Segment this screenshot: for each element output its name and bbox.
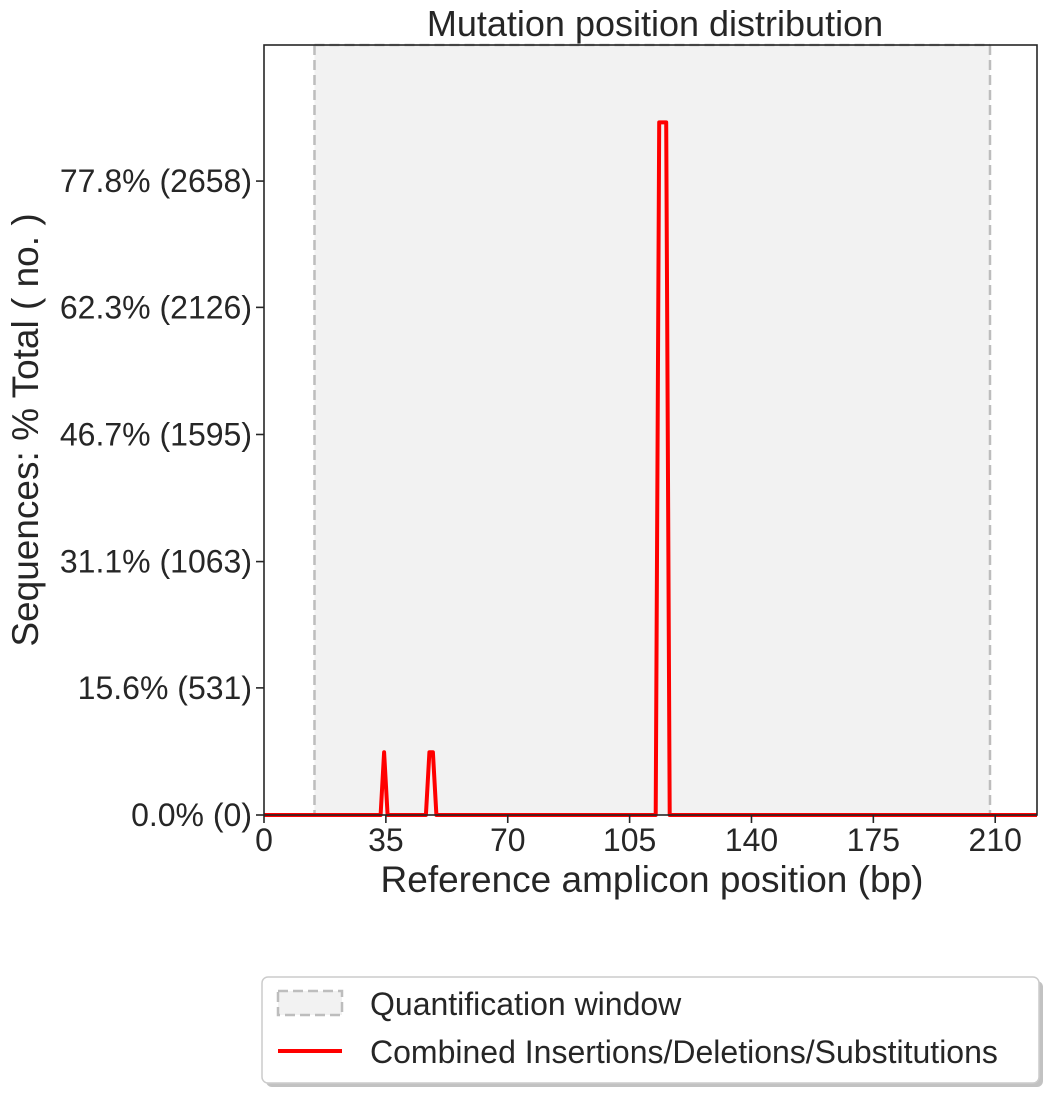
x-axis-label: Reference amplicon position (bp) (381, 859, 924, 900)
plot-frame (263, 44, 1038, 816)
x-tick-label: 210 (969, 822, 1022, 858)
y-tick-label: 31.1% (1063) (60, 544, 252, 580)
x-tick-label: 70 (490, 822, 526, 858)
chart-title: Mutation position distribution (427, 3, 883, 44)
series-layer (264, 120, 1037, 817)
quantification-window-region (314, 45, 990, 815)
legend-box (261, 976, 1040, 1084)
y-tick-label: 15.6% (531) (78, 670, 252, 706)
series-line-combined-0 (264, 120, 1037, 817)
y-tick-label: 0.0% (0) (131, 797, 252, 833)
x-tick-label: 0 (255, 822, 273, 858)
x-tick-label: 175 (847, 822, 900, 858)
y-tick-label: 77.8% (2658) (60, 163, 252, 199)
x-tick-label: 105 (603, 822, 656, 858)
y-tick-label: 46.7% (1595) (60, 416, 252, 452)
y-tick-label: 62.3% (2126) (60, 289, 252, 325)
plot-area (263, 43, 1038, 817)
legend-swatch-quantification-window (276, 989, 344, 1017)
legend: Quantification window Combined Insertion… (261, 976, 1043, 1087)
y-axis-label: Sequences: % Total ( no. ) (5, 213, 46, 646)
legend-label-combined: Combined Insertions/Deletions/Substituti… (370, 1034, 998, 1070)
x-tick-label: 35 (368, 822, 404, 858)
legend-label-quantification-window: Quantification window (370, 986, 682, 1022)
y-axis-ticks: 0.0% (0) 15.6% (531) 31.1% (1063) 46.7% (15… (60, 163, 264, 833)
x-axis-ticks: 0 35 70 105 140 175 210 (255, 815, 1022, 858)
x-tick-label: 140 (725, 822, 778, 858)
